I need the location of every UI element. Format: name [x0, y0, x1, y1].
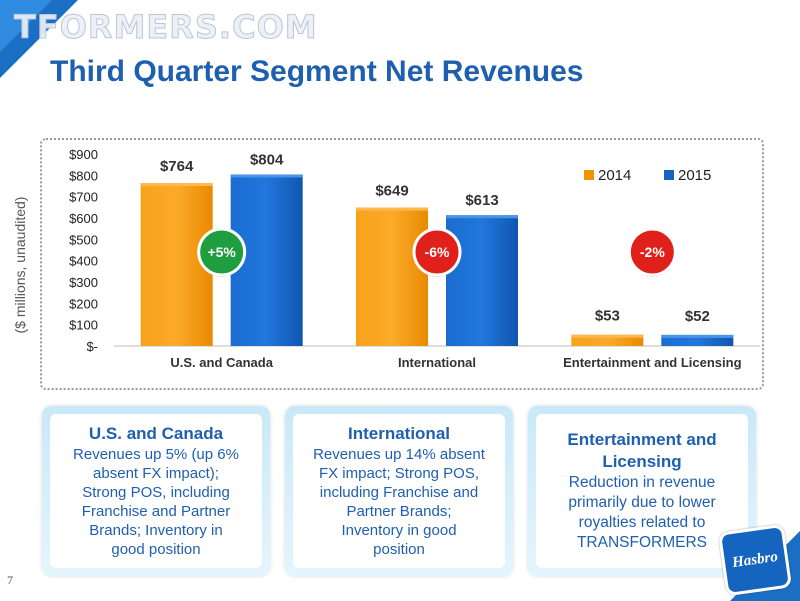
data-label: $764 — [160, 158, 194, 175]
y-tick-label: $800 — [69, 168, 98, 183]
annotation-text: +5% — [207, 244, 236, 260]
bar-top-highlight — [356, 207, 428, 211]
y-tick-label: $100 — [69, 318, 98, 333]
y-tick-label: $600 — [69, 211, 98, 226]
data-label: $53 — [595, 308, 620, 325]
chart-frame — [40, 138, 764, 390]
annotation-text: -6% — [425, 244, 450, 260]
panel-line: position — [373, 541, 425, 558]
panel-line: Brands; Inventory in — [89, 522, 223, 539]
y-tick-label: $- — [86, 339, 98, 354]
panel-line: primarily due to lower — [568, 494, 716, 511]
y-tick-label: $700 — [69, 190, 98, 205]
data-label: $649 — [375, 183, 408, 200]
panel-entertainment-licensing: Entertainment and Licensing Reduction in… — [528, 406, 756, 576]
panel-line: FX impact; Strong POS, — [318, 465, 480, 482]
bar-2014 — [356, 207, 428, 346]
panel-body: Revenues up 5% (up 6% absent FX impact);… — [73, 445, 239, 559]
watermark: TFORMERS.COM — [14, 8, 318, 47]
page-title: Third Quarter Segment Net Revenues — [50, 55, 584, 88]
panel-title: Entertainment and Licensing — [567, 430, 717, 471]
y-tick-label: $300 — [69, 275, 98, 290]
panel-line: TRANSFORMERS — [576, 534, 708, 551]
panel-us-canada: U.S. and Canada Revenues up 5% (up 6% ab… — [42, 406, 270, 576]
panel-line: Strong POS, including — [82, 484, 230, 501]
legend-swatch-2014 — [584, 170, 594, 180]
bar-2014 — [571, 334, 644, 346]
bar-top-highlight — [140, 183, 213, 187]
data-label: $804 — [250, 151, 284, 168]
annotation-badge — [627, 227, 677, 277]
panel-body: Reduction in revenue primarily due to lo… — [568, 473, 715, 553]
panel-title: International — [347, 424, 450, 443]
x-tick-label: U.S. and Canada — [170, 355, 273, 370]
data-label: $52 — [685, 308, 710, 325]
panel-body: Revenues up 14% absent FX impact; Strong… — [313, 445, 485, 559]
data-label: $613 — [465, 192, 498, 209]
bar-2015 — [661, 334, 734, 346]
legend-swatch-2015 — [664, 170, 674, 180]
y-tick-label: $400 — [69, 254, 98, 269]
panel-line: good position — [111, 541, 201, 558]
hasbro-logo: Hasbro — [717, 523, 793, 597]
annotation-badge — [412, 227, 462, 277]
legend-label: 2015 — [678, 167, 711, 184]
panel-title: U.S. and Canada — [88, 424, 224, 443]
panel-line: Revenues up 14% absent — [313, 446, 485, 463]
panel-line: Inventory in good — [341, 522, 457, 539]
panel-international: International Revenues up 14% absent FX … — [285, 406, 513, 576]
annotation-badge — [197, 227, 247, 277]
panel-line: royalties related to — [578, 514, 706, 531]
y-tick-label: $200 — [69, 296, 98, 311]
x-tick-label: International — [398, 355, 476, 370]
y-tick-label: $900 — [69, 147, 98, 162]
panel-line: Reduction in revenue — [568, 474, 716, 491]
bar-top-highlight — [571, 334, 644, 338]
bar-top-highlight — [230, 174, 303, 178]
legend-label: 2014 — [598, 167, 631, 184]
panel-line: including Franchise and — [319, 484, 479, 501]
bar-top-highlight — [661, 334, 734, 338]
panel-line: Partner Brands; — [346, 503, 452, 520]
panel-line: absent FX impact); — [93, 465, 219, 482]
corner-decoration-top-left-inner — [0, 0, 52, 52]
annotation-text: -2% — [640, 244, 665, 260]
panel-line: Franchise and Partner — [81, 503, 231, 520]
x-tick-label: Entertainment and Licensing — [563, 355, 741, 370]
bar-top-highlight — [446, 215, 518, 219]
bar-2015 — [446, 215, 518, 346]
y-tick-label: $500 — [69, 232, 98, 247]
panel-line: Revenues up 5% (up 6% — [73, 446, 239, 463]
page-number: 7 — [7, 573, 13, 587]
